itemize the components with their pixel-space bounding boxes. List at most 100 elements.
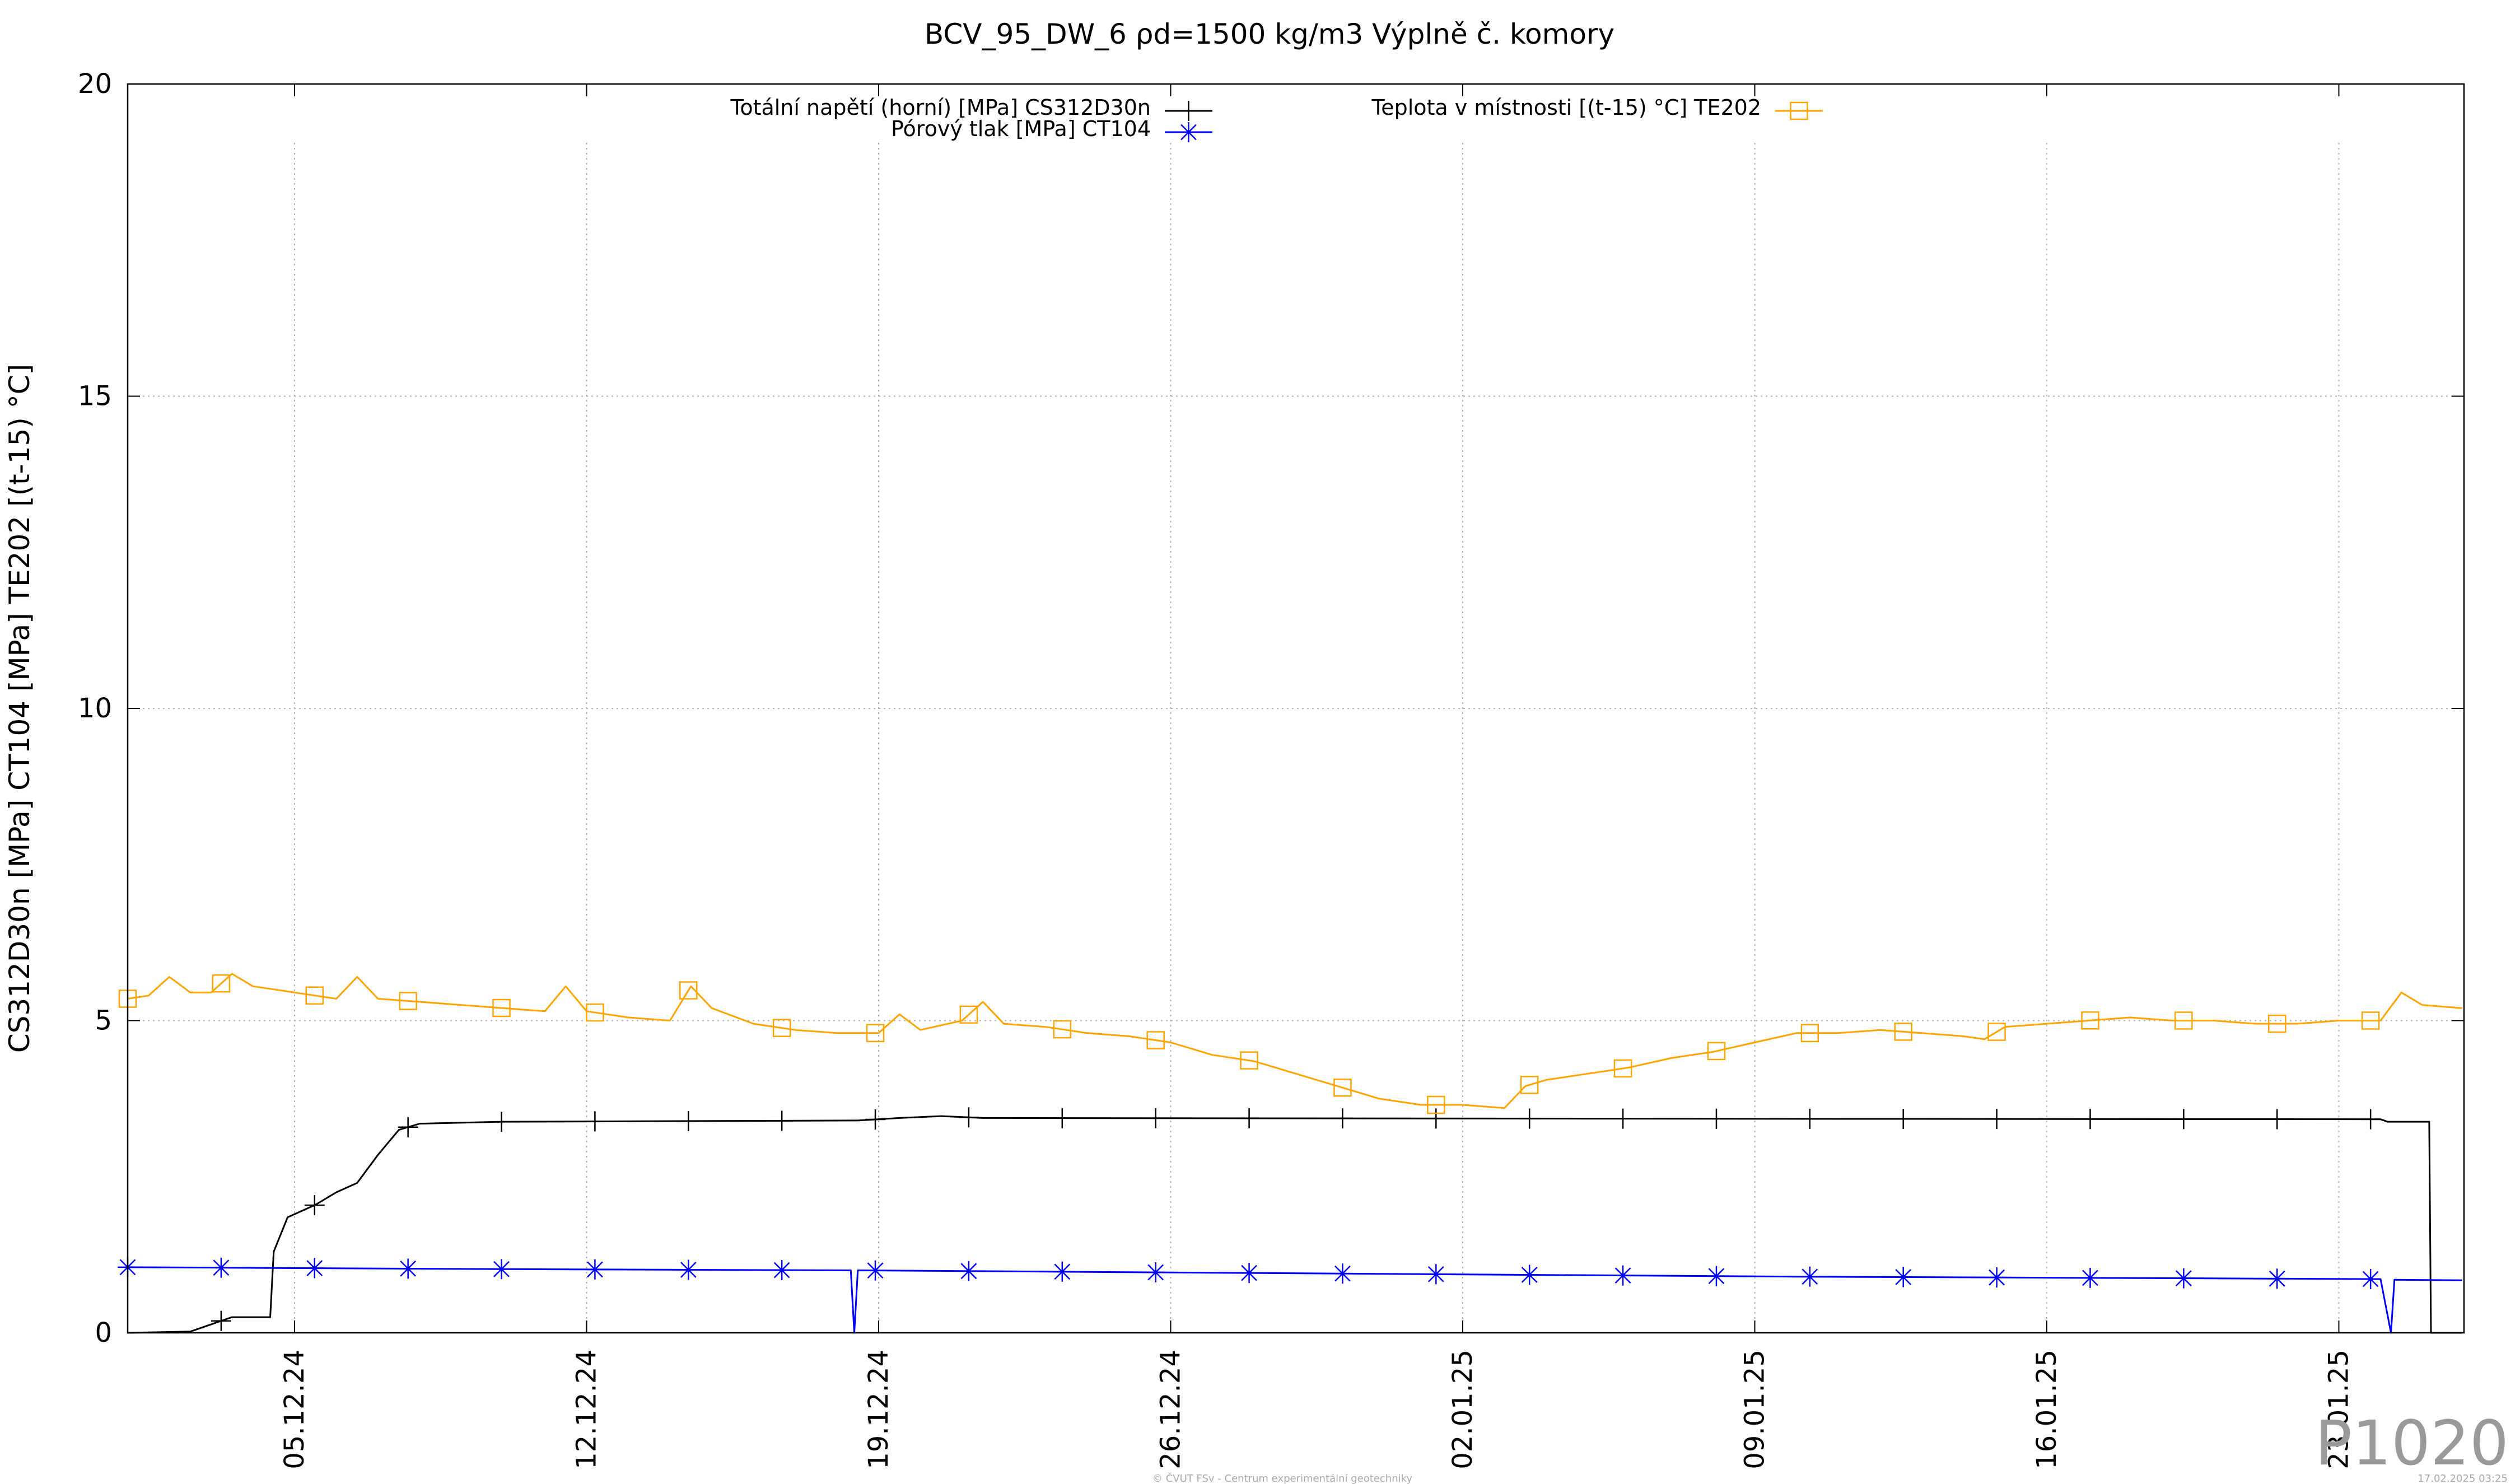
data-point-marker bbox=[1893, 1109, 1914, 1129]
data-point-marker bbox=[1146, 1031, 1165, 1049]
y-tick-label: 15 bbox=[78, 381, 112, 412]
legend-marker bbox=[1178, 101, 1199, 121]
chart-title: BCV_95_DW_6 ρd=1500 kg/m3 Výplně č. komo… bbox=[925, 18, 1614, 50]
data-point-marker bbox=[1613, 1059, 1632, 1078]
data-point-marker bbox=[1427, 1095, 1445, 1114]
data-point-marker bbox=[586, 1003, 604, 1022]
data-point-marker bbox=[492, 998, 511, 1018]
data-point-marker bbox=[1893, 1267, 1914, 1287]
data-point-marker bbox=[1519, 1264, 1540, 1285]
data-point-marker bbox=[2361, 1011, 2380, 1030]
y-axis-label: CS312D30n [MPa] CT104 [MPa] TE202 [(t-15… bbox=[3, 364, 36, 1053]
data-point-marker bbox=[2173, 1109, 2194, 1130]
data-point-marker bbox=[1520, 1076, 1539, 1094]
legend-label: Pórový tlak [MPa] CT104 bbox=[891, 116, 1151, 141]
data-point-marker bbox=[866, 1024, 885, 1043]
x-tick-label: 02.01.25 bbox=[1447, 1350, 1478, 1469]
data-point-marker bbox=[2173, 1268, 2194, 1289]
data-point-marker bbox=[1145, 1108, 1166, 1128]
footer-timestamp: 17.02.2025 03:25 bbox=[2418, 1473, 2508, 1484]
data-point-marker bbox=[1332, 1263, 1353, 1284]
y-tick-label: 20 bbox=[78, 68, 112, 100]
data-point-marker bbox=[1799, 1108, 1820, 1129]
data-point-marker bbox=[1986, 1267, 2007, 1288]
grid bbox=[128, 143, 2464, 1333]
data-point-marker bbox=[585, 1259, 605, 1280]
data-point-marker bbox=[865, 1260, 886, 1281]
y-tick-label: 10 bbox=[78, 693, 112, 724]
legend: Totální napětí (horní) [MPa] CS312D30nPó… bbox=[730, 95, 1823, 142]
data-point-marker bbox=[2081, 1011, 2099, 1030]
data-point-marker bbox=[1519, 1108, 1540, 1129]
x-tick-label: 12.12.24 bbox=[571, 1350, 603, 1469]
data-point-marker bbox=[1706, 1266, 1726, 1286]
x-tick-label: 16.01.25 bbox=[2031, 1350, 2062, 1469]
series-layer bbox=[118, 973, 2463, 1334]
legend-label: Teplota v místnosti [(t-15) °C] TE202 bbox=[1371, 95, 1761, 120]
data-point-marker bbox=[491, 1112, 512, 1132]
x-tick-label: 05.12.24 bbox=[279, 1350, 310, 1469]
data-point-marker bbox=[1426, 1108, 1446, 1129]
data-point-marker bbox=[1239, 1108, 1259, 1128]
ticks: 0 5 10 15 20 05.12.24 12.12.24 19.12.24 26.12.24… bbox=[78, 68, 2464, 1469]
data-point-marker bbox=[1052, 1108, 1072, 1128]
data-point-marker bbox=[305, 986, 324, 1005]
data-point-marker bbox=[398, 1117, 418, 1137]
footer-copyright: © ČVUT FSv - Centrum experimentální geot… bbox=[1152, 1472, 1412, 1484]
data-point-marker bbox=[304, 1258, 325, 1278]
plot-frame bbox=[127, 83, 2465, 1334]
legend-marker bbox=[1790, 101, 1808, 120]
data-point-marker bbox=[1145, 1262, 1166, 1283]
data-point-marker bbox=[772, 1019, 791, 1037]
data-point-marker bbox=[959, 1005, 978, 1024]
x-tick-label: 09.01.25 bbox=[1739, 1350, 1771, 1469]
data-point-marker bbox=[2360, 1269, 2381, 1290]
data-point-marker bbox=[1987, 1023, 2006, 1041]
legend-marker bbox=[1178, 122, 1199, 142]
data-point-marker bbox=[491, 1259, 512, 1280]
y-tick-label: 0 bbox=[95, 1317, 112, 1348]
data-point-marker bbox=[2080, 1109, 2101, 1130]
data-point-marker bbox=[865, 1109, 886, 1130]
watermark: P1020 bbox=[2315, 1407, 2509, 1479]
data-point-marker bbox=[2267, 1268, 2288, 1289]
data-point-marker bbox=[304, 1195, 325, 1216]
data-point-marker bbox=[1613, 1265, 1634, 1286]
series-square bbox=[118, 973, 2463, 1114]
data-point-marker bbox=[678, 1110, 699, 1131]
data-point-marker bbox=[1707, 1042, 1726, 1061]
data-point-marker bbox=[1052, 1261, 1072, 1282]
data-point-marker bbox=[1799, 1266, 1820, 1287]
x-tick-label: 26.12.24 bbox=[1155, 1350, 1187, 1469]
data-point-marker bbox=[678, 1259, 699, 1280]
data-point-marker bbox=[1333, 1079, 1352, 1097]
series-line bbox=[127, 973, 2463, 1109]
data-point-marker bbox=[211, 1257, 231, 1278]
series-line bbox=[127, 1115, 2462, 1334]
data-point-marker bbox=[1426, 1264, 1446, 1285]
data-point-marker bbox=[772, 1110, 792, 1131]
y-tick-label: 5 bbox=[95, 1005, 112, 1037]
data-point-marker bbox=[1239, 1263, 1259, 1284]
series-star bbox=[118, 1257, 2462, 1334]
data-point-marker bbox=[958, 1107, 979, 1128]
data-point-marker bbox=[398, 1258, 418, 1279]
data-point-marker bbox=[679, 981, 698, 1000]
data-point-marker bbox=[1706, 1108, 1726, 1129]
data-point-marker bbox=[1986, 1109, 2007, 1130]
x-tick-label: 23.01.25 bbox=[2323, 1350, 2355, 1469]
data-point-marker bbox=[2080, 1267, 2101, 1288]
data-point-marker bbox=[399, 992, 417, 1010]
x-tick-label: 19.12.24 bbox=[863, 1350, 894, 1469]
data-point-marker bbox=[772, 1260, 792, 1281]
data-point-marker bbox=[585, 1111, 605, 1132]
data-point-marker bbox=[1332, 1108, 1353, 1129]
data-point-marker bbox=[2267, 1109, 2288, 1130]
data-point-marker bbox=[1053, 1020, 1072, 1039]
legend-label: Totální napětí (horní) [MPa] CS312D30n bbox=[730, 95, 1151, 120]
data-point-marker bbox=[212, 974, 231, 993]
data-point-marker bbox=[1894, 1023, 1912, 1041]
data-point-marker bbox=[958, 1261, 979, 1281]
